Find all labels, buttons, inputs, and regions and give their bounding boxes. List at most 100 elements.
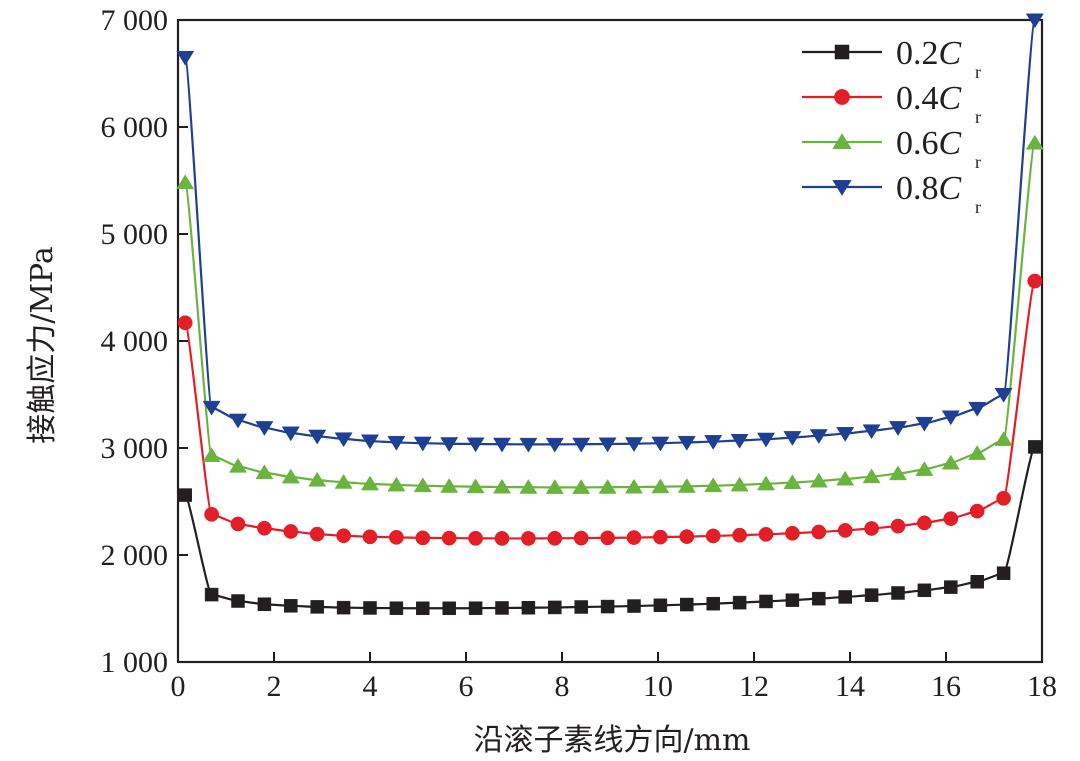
legend-subscript: r [975,197,981,217]
x-tick-label: 4 [363,670,378,703]
data-point [521,601,536,615]
data-point [864,588,879,602]
data-point [204,506,220,522]
data-point [758,526,774,542]
data-point [177,315,193,331]
data-point [891,586,905,600]
data-point [969,503,985,519]
data-point [943,511,959,527]
data-point [651,478,670,494]
legend-item: 0.4C r [802,80,981,127]
data-point [545,479,564,494]
data-point [917,583,932,598]
data-point [416,601,430,616]
data-point [228,457,248,473]
data-point [941,410,960,426]
data-point [389,529,404,545]
data-point [836,427,855,442]
data-point [862,468,881,484]
series-0_4Cr [177,273,1043,546]
data-point [627,599,641,613]
data-point [231,594,245,608]
legend-marker [832,180,852,196]
data-point [809,472,828,488]
data-point [704,477,723,493]
data-point [334,432,353,448]
data-point [704,435,723,450]
data-point [598,437,617,453]
data-point [495,601,509,615]
data-point [600,599,615,614]
data-point [255,421,274,436]
x-tick-label: 6 [459,670,474,703]
data-point [653,529,668,545]
series-layer [176,13,1044,616]
data-point [624,437,644,452]
data-point [309,526,325,542]
data-point [917,515,932,531]
data-point [653,598,668,613]
data-point [944,580,958,594]
legend-marker [832,133,852,149]
data-point [837,522,853,538]
data-point [336,600,351,615]
data-point [680,597,694,612]
data-point [888,465,908,481]
data-point [257,597,272,611]
data-point [308,429,327,445]
axes-layer: 0 2 4 6 8 10 12 14 16 18 1 000 2 000 3 000 4 000 5 000… [101,4,1058,703]
data-point [230,516,246,532]
data-point [732,595,747,610]
data-point [890,518,906,534]
data-point [811,524,827,540]
y-tick-label: 2 000 [101,539,169,572]
data-point [756,475,776,491]
data-point [363,601,377,615]
data-point [809,429,828,444]
data-point [547,530,563,546]
x-tick-label: 18 [1027,670,1057,703]
data-point [705,528,721,544]
data-point [468,530,484,546]
y-tick-label: 4 000 [101,325,169,358]
data-point [600,530,615,546]
data-point [441,530,457,546]
data-point [387,476,406,492]
data-point [440,478,459,493]
data-point [573,530,589,546]
x-tick-label: 14 [835,670,865,703]
data-point [202,400,221,416]
data-point [283,524,299,539]
y-tick-label: 3 000 [101,432,169,465]
data-point [677,478,696,493]
data-point [677,435,696,451]
legend-label: 0.6C [896,125,962,162]
data-point [651,436,670,452]
data-point [257,520,272,536]
data-point [389,601,404,615]
data-point [440,437,459,452]
data-point [442,601,456,616]
data-point [626,530,642,545]
legend-item: 0.2C r [802,35,981,82]
data-point [864,521,879,536]
data-point [284,599,298,613]
data-point [1025,13,1044,29]
data-point [888,421,908,436]
data-point [336,528,352,544]
data-point [519,478,538,494]
data-point [783,431,802,446]
data-point [334,473,353,489]
data-point [466,478,485,494]
legend-marker [834,44,850,60]
x-tick-label: 16 [931,670,961,703]
data-point [572,479,591,494]
data-point [228,413,248,429]
legend-subscript: r [975,62,981,82]
data-point [281,426,300,442]
data-point [204,587,219,602]
data-point [413,477,432,493]
data-point [730,476,749,492]
data-point [492,478,512,494]
